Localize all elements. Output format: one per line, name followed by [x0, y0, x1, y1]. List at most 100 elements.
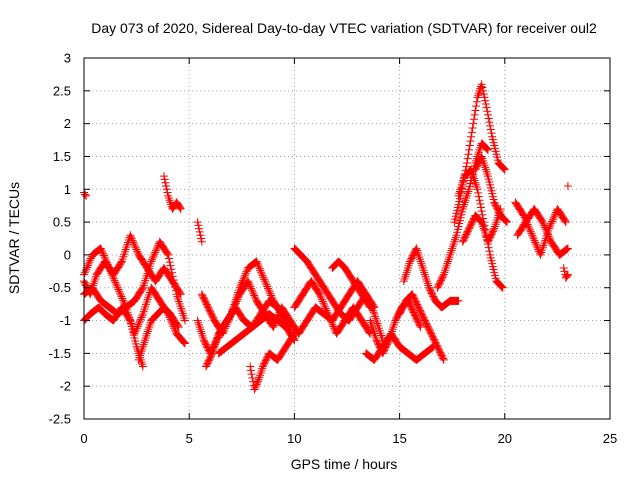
data-point [253, 259, 262, 268]
data-point [439, 355, 448, 364]
data-point [160, 175, 169, 184]
data-point [117, 258, 126, 267]
data-point [473, 185, 482, 194]
data-point [541, 225, 550, 234]
data-point [174, 323, 183, 332]
y-tick-label: 0.5 [53, 215, 71, 230]
data-point [464, 150, 473, 159]
y-tick-label: 1.5 [53, 149, 71, 164]
data-point [169, 275, 178, 284]
data-point [167, 268, 176, 277]
data-point [483, 145, 492, 154]
plot-frame [83, 57, 611, 420]
data-point [176, 204, 185, 213]
y-tick-label: -2 [59, 379, 71, 394]
data-point [467, 132, 476, 141]
data-point [525, 225, 534, 234]
data-point [245, 280, 254, 289]
data-point [462, 159, 471, 168]
data-point [131, 243, 140, 252]
data-point [253, 378, 262, 387]
x-tick-label: 25 [603, 431, 617, 446]
data-point [289, 335, 298, 344]
data-point [463, 154, 472, 163]
data-point [439, 354, 448, 363]
data-point [365, 328, 374, 337]
y-tick-label: -0.5 [49, 280, 71, 295]
data-point [250, 385, 259, 394]
data-point [113, 283, 122, 292]
data-point [269, 323, 278, 332]
data-point [127, 234, 136, 243]
data-point [369, 308, 378, 317]
data-point [479, 86, 488, 95]
data-point [238, 276, 247, 285]
data-point [542, 227, 551, 236]
data-point [82, 191, 91, 200]
data-point [170, 279, 179, 288]
data-point [489, 226, 498, 235]
data-point [100, 253, 109, 262]
data-point [180, 316, 189, 325]
data-points [80, 80, 572, 394]
x-tick-label: 0 [80, 431, 87, 446]
data-point [101, 255, 110, 264]
y-tick-label: 2.5 [53, 83, 71, 98]
y-tick-label: 1 [64, 182, 71, 197]
data-point [526, 227, 535, 236]
data-point [483, 145, 492, 154]
data-point [549, 213, 558, 222]
data-point [265, 287, 274, 296]
data-point [484, 243, 493, 252]
data-point [225, 313, 234, 322]
data-point [167, 265, 176, 274]
data-point [112, 280, 121, 289]
data-point [165, 258, 174, 267]
data-point [148, 255, 157, 264]
data-point [163, 188, 172, 197]
data-point [486, 125, 495, 134]
data-point [563, 271, 572, 280]
data-point [137, 313, 146, 322]
data-point [318, 297, 327, 306]
data-point [472, 102, 481, 111]
data-point [246, 282, 255, 291]
data-point [151, 248, 160, 257]
data-point [483, 107, 492, 116]
data-point [251, 383, 260, 392]
data-point [544, 230, 553, 239]
data-point [103, 260, 112, 269]
data-point [195, 224, 204, 233]
data-point [539, 219, 548, 228]
data-point [109, 272, 118, 281]
data-point [135, 317, 144, 326]
data-point [221, 322, 230, 331]
data-point [218, 329, 227, 338]
data-point [86, 256, 95, 265]
data-point [241, 271, 250, 280]
data-point [465, 145, 474, 154]
data-point [126, 231, 135, 240]
data-point [486, 121, 495, 130]
data-point [251, 382, 260, 391]
data-point [224, 315, 233, 324]
data-point [329, 322, 338, 331]
data-point [561, 218, 570, 227]
data-point [260, 277, 269, 286]
data-point [195, 227, 204, 236]
data-point [454, 296, 463, 305]
data-point [497, 282, 506, 291]
x-tick-labels: 0 5 10 15 20 25 [80, 431, 617, 446]
data-point [482, 103, 491, 112]
data-point [256, 266, 265, 275]
data-point [164, 250, 173, 259]
data-point [226, 311, 235, 320]
data-point [207, 350, 216, 359]
data-point [474, 192, 483, 201]
data-point [159, 172, 168, 181]
data-point [366, 303, 375, 312]
data-point [239, 274, 248, 283]
data-point [478, 83, 487, 92]
data-point [476, 203, 485, 212]
data-point [85, 258, 94, 267]
